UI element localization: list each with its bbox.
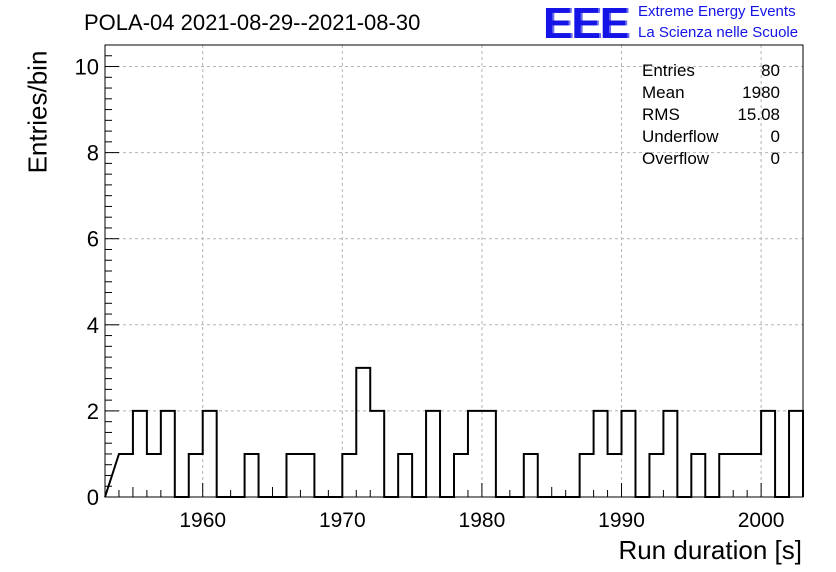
stat-label: Underflow bbox=[642, 127, 719, 146]
x-tick-label: 1970 bbox=[319, 509, 366, 532]
logo-text-line1: Extreme Energy Events bbox=[638, 3, 796, 20]
y-axis-label: Entries/bin bbox=[22, 50, 53, 174]
x-tick-label: 2000 bbox=[738, 509, 785, 532]
stat-row-underflow: Underflow 0 bbox=[642, 126, 780, 148]
logo-text-line2: La Scienza nelle Scuole bbox=[638, 24, 799, 41]
chart-title: POLA-04 2021-08-29--2021-08-30 bbox=[84, 10, 421, 35]
y-tick-label: 4 bbox=[87, 313, 99, 338]
y-tick-label: 0 bbox=[87, 485, 99, 510]
y-tick-label: 6 bbox=[87, 227, 99, 252]
x-tick-label: 1990 bbox=[598, 509, 645, 532]
stat-row-mean: Mean 1980 bbox=[642, 82, 780, 104]
stats-box: Entries 80 Mean 1980 RMS 15.08 Underflow… bbox=[642, 60, 780, 170]
stat-row-rms: RMS 15.08 bbox=[642, 104, 780, 126]
histogram-outline bbox=[104, 366, 804, 498]
stat-value: 80 bbox=[761, 61, 780, 80]
stat-value: 0 bbox=[770, 127, 780, 146]
y-tick-label: 2 bbox=[87, 399, 99, 424]
stat-label: Mean bbox=[642, 83, 685, 102]
stat-value: 1980 bbox=[742, 83, 780, 102]
x-tick-label: 1980 bbox=[459, 509, 506, 532]
x-tick-label: 1960 bbox=[179, 509, 226, 532]
stat-label: Overflow bbox=[642, 149, 710, 168]
stat-value: 0 bbox=[770, 149, 780, 168]
stat-value: 15.08 bbox=[737, 105, 780, 124]
y-tick-label: 8 bbox=[87, 141, 99, 166]
stat-row-overflow: Overflow 0 bbox=[642, 148, 780, 170]
x-axis-label: Run duration [s] bbox=[618, 535, 802, 565]
stat-label: Entries bbox=[642, 61, 695, 80]
eee-logo: EEE bbox=[543, 0, 629, 48]
stat-label: RMS bbox=[642, 105, 680, 124]
y-tick-label: 10 bbox=[75, 55, 99, 80]
stat-row-entries: Entries 80 bbox=[642, 60, 780, 82]
